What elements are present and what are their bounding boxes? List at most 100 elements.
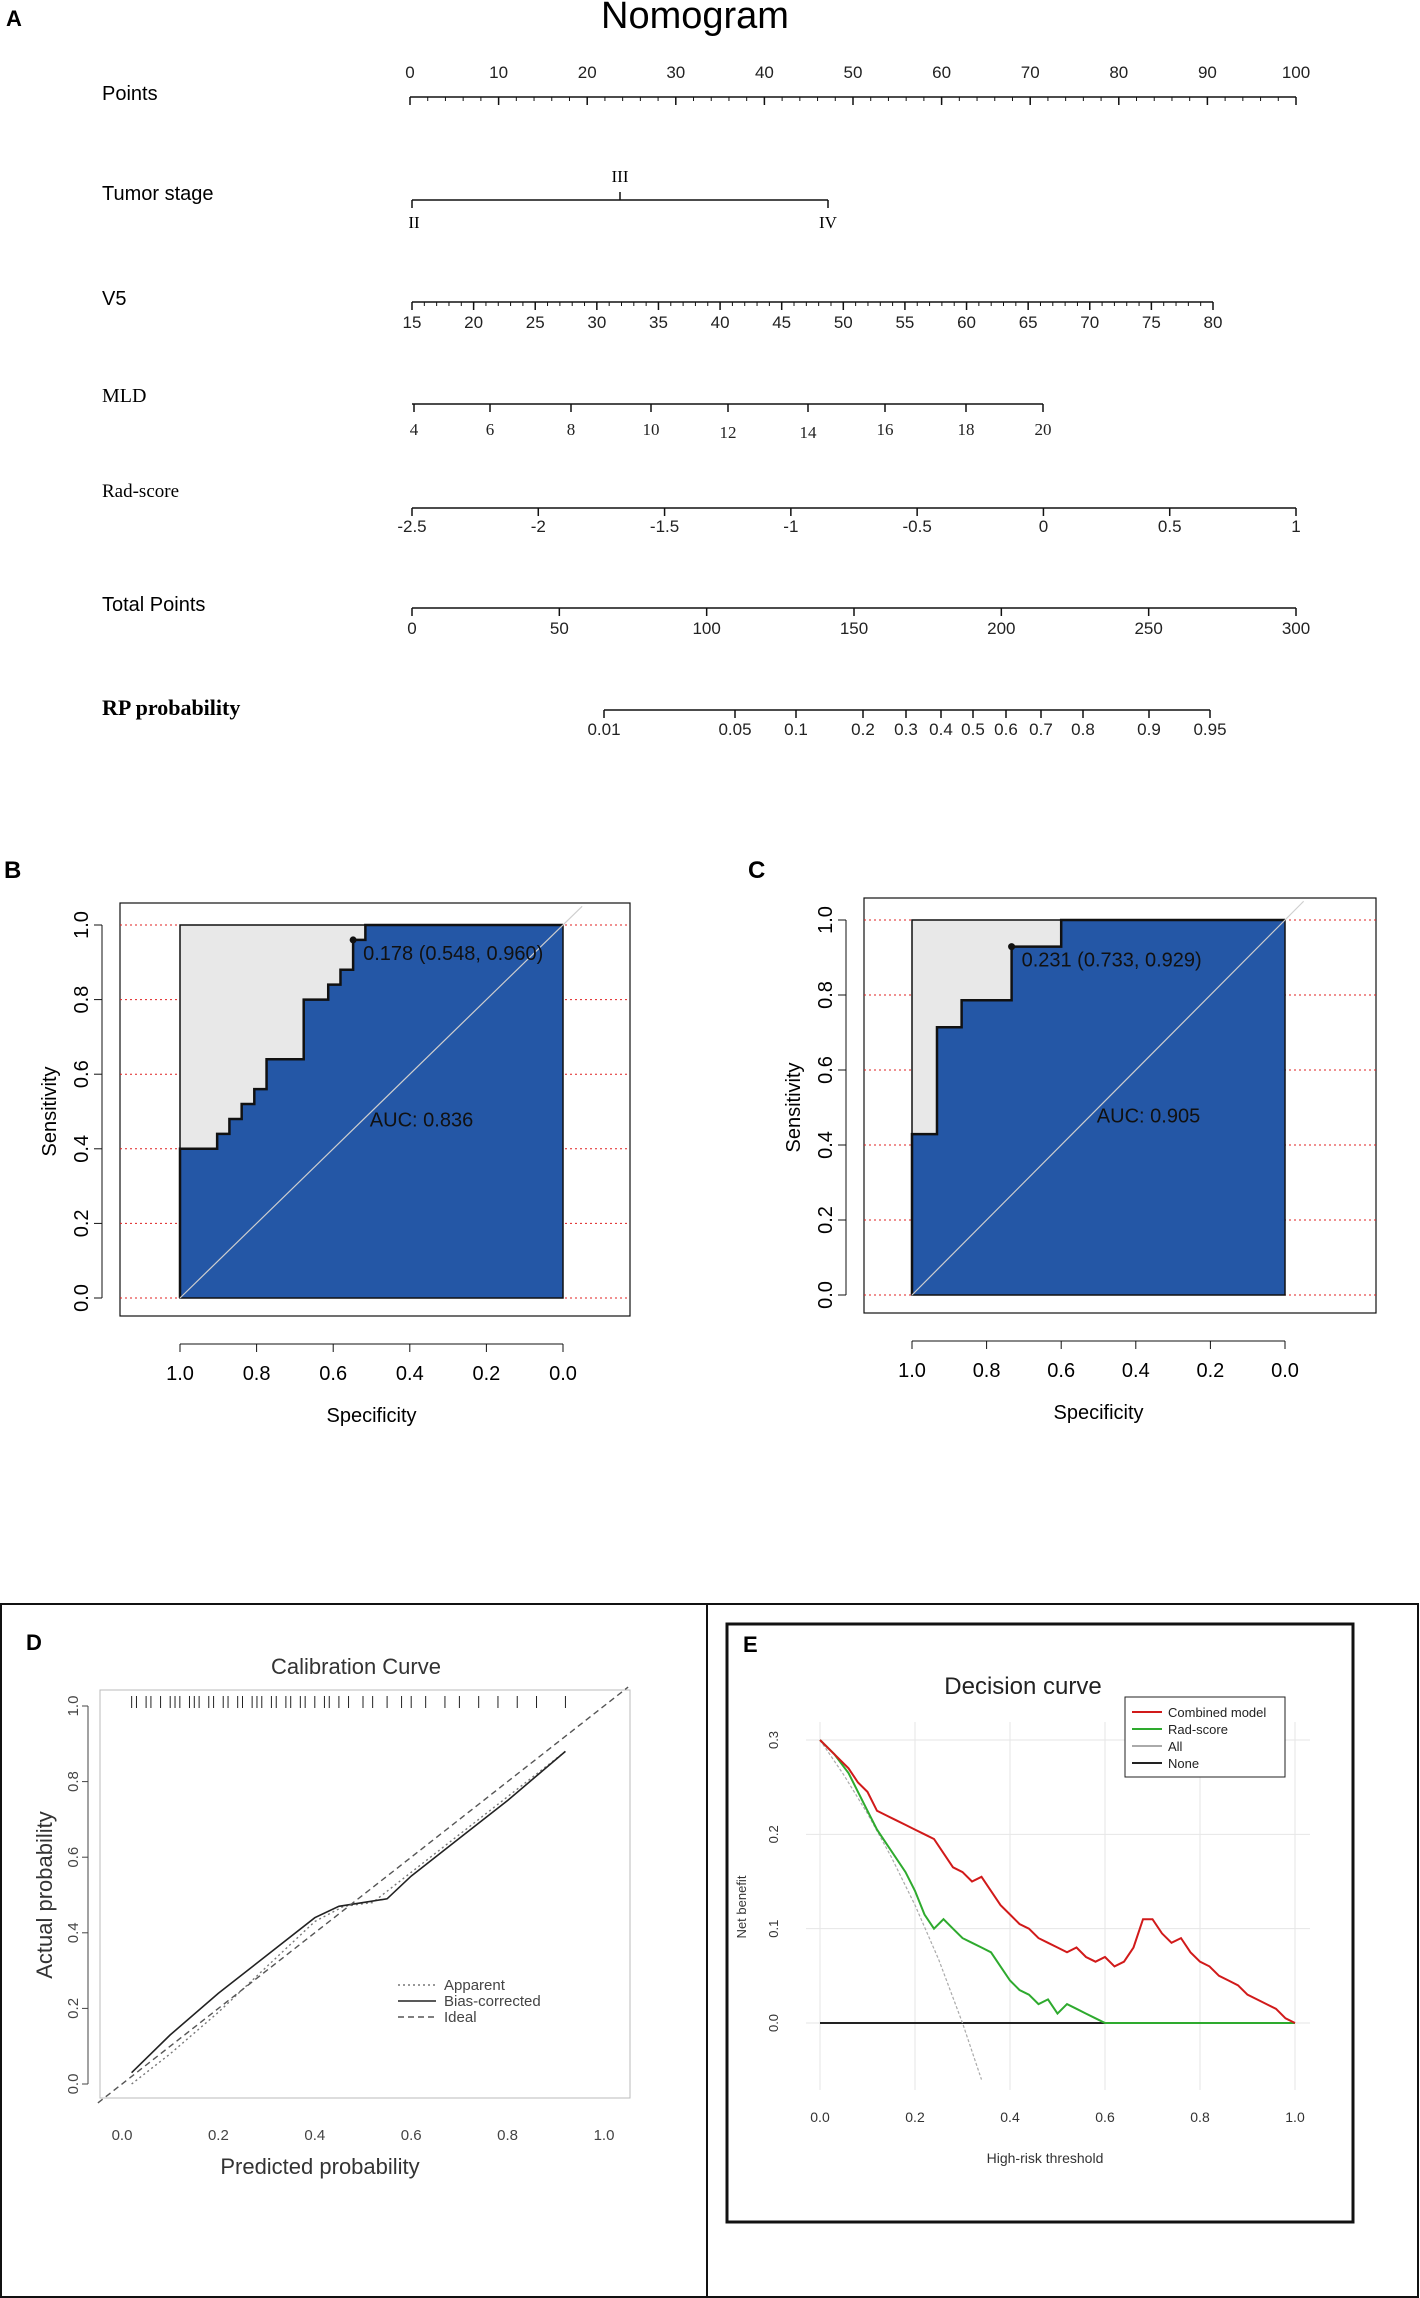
nomogram-tick-label: 65 — [1019, 313, 1038, 332]
calibration-line-ideal — [97, 1686, 629, 2104]
nomogram-tick-label: 0 — [407, 619, 416, 638]
nomogram-tick-label: 0.01 — [587, 720, 620, 739]
decision-line-all — [819, 1739, 983, 2080]
nomogram-tick-label: 45 — [772, 313, 791, 332]
nomogram-tick-label: 0.95 — [1193, 720, 1226, 739]
decision-x-tick-label: 0.6 — [1095, 2109, 1115, 2125]
nomogram-tick-label: 150 — [840, 619, 868, 638]
nomogram-tick-label: -1 — [783, 517, 798, 536]
roc-auc-label: AUC: 0.905 — [1097, 1106, 1200, 1128]
decision-y-tick-label: 0.1 — [766, 1920, 781, 1938]
roc-y-tick-label: 0.8 — [815, 981, 837, 1009]
nomogram-tick-label: -2.5 — [397, 517, 426, 536]
nomogram-tick-label: 0.8 — [1071, 720, 1095, 739]
panel-e-decision: E Decision curve 0.0 0.1 0.2 0.3 Net benefit 0… — [725, 1622, 1355, 2224]
nomogram-tick-label: 0.7 — [1029, 720, 1053, 739]
nomogram-tick-label: 16 — [877, 420, 894, 439]
calibration-y-tick-label: 0.6 — [65, 1847, 82, 1868]
decision-legend-label: None — [1168, 1756, 1199, 1771]
roc-x-tick-label: 0.4 — [1122, 1360, 1150, 1382]
nomogram-tick-label: 90 — [1198, 63, 1217, 82]
nomogram-row-label: MLD — [102, 385, 146, 407]
panel-letter-e: E — [743, 1632, 758, 1657]
roc-x-tick-label: 0.8 — [973, 1360, 1001, 1382]
roc-y-tick-label: 0.4 — [815, 1131, 837, 1159]
nomogram-row-label: RP probability — [102, 695, 240, 720]
panel-letter-c: C — [748, 857, 765, 884]
roc-y-tick-label: 1.0 — [815, 906, 837, 934]
nomogram-tick-label: 60 — [957, 313, 976, 332]
nomogram-row-label: Total Points — [102, 594, 205, 616]
roc-curve — [910, 918, 1285, 1295]
nomogram-tick-label: 20 — [578, 63, 597, 82]
nomogram-tick-label: -0.5 — [902, 517, 931, 536]
nomogram-tick-label: 12 — [720, 423, 737, 442]
nomogram-row-label: Points — [102, 83, 158, 105]
decision-x-tick-label: 0.2 — [905, 2109, 925, 2125]
calibration-x-tick-label: 1.0 — [594, 2127, 615, 2144]
roc-x-tick-label: 0.4 — [396, 1363, 424, 1385]
roc-x-tick-label: 1.0 — [898, 1360, 926, 1382]
nomogram-tick-label: 35 — [649, 313, 668, 332]
nomogram-tick-label: 0.5 — [1158, 517, 1182, 536]
nomogram-tick-label: 40 — [711, 313, 730, 332]
nomogram-tick-label: 300 — [1282, 619, 1310, 638]
nomogram-tick-label: 50 — [550, 619, 569, 638]
decision-chart: Decision curve 0.0 0.1 0.2 0.3 Net benefit 0.0… — [734, 1673, 1310, 2166]
calibration-y-tick-label: 1.0 — [65, 1696, 82, 1717]
nomogram-tick-label: 80 — [1109, 63, 1128, 82]
nomogram-tick-label: 4 — [410, 420, 419, 439]
decision-x-tick-label: 0.4 — [1000, 2109, 1020, 2125]
nomogram-tick-label: 30 — [587, 313, 606, 332]
calibration-y-tick-label: 0.4 — [65, 1922, 82, 1943]
roc-x-tick-label: 0.0 — [549, 1363, 577, 1385]
nomogram-tick-label: 18 — [958, 420, 975, 439]
nomogram-tick-label: 20 — [1035, 420, 1052, 439]
roc-diagonal — [179, 905, 583, 1299]
roc-threshold-point — [1008, 943, 1016, 951]
nomogram-tick-label: 15 — [403, 313, 422, 332]
nomogram-title: Nomogram — [601, 0, 789, 37]
roc-threshold-point — [349, 936, 357, 944]
calibration-y-tick-label: 0.0 — [65, 2074, 82, 2095]
roc-curve — [178, 923, 563, 1298]
nomogram-tick-label: 0 — [405, 63, 414, 82]
nomogram-tick-label: -1.5 — [650, 517, 679, 536]
panel-letter-d: D — [26, 1630, 42, 1655]
nomogram-tick-label: II — [408, 213, 420, 232]
nomogram-tick-label: 0.5 — [961, 720, 985, 739]
decision-x-tick-label: 1.0 — [1285, 2109, 1305, 2125]
roc-y-tick-label: 0.2 — [815, 1206, 837, 1234]
nomogram-tick-label: 10 — [489, 63, 508, 82]
calibration-y-tick-label: 0.8 — [65, 1771, 82, 1792]
decision-legend-label: All — [1168, 1739, 1183, 1754]
panel-c-roc: C 0.0 0.2 0.4 0.6 0.8 1.0 1.0 0.8 0.6 0.4 0.2 0.0 Sp… — [748, 857, 1377, 1424]
decision-line-rad-score — [819, 1739, 1295, 2024]
decision-x-tick-label: 0.8 — [1190, 2109, 1210, 2125]
calibration-legend-label: Bias-corrected — [444, 1993, 541, 2010]
nomogram-tick-label: 70 — [1021, 63, 1040, 82]
nomogram-tick-label: 70 — [1080, 313, 1099, 332]
roc-x-label: Specificity — [326, 1405, 416, 1427]
nomogram-tick-label: IV — [819, 213, 838, 232]
nomogram-tick-label: 0.9 — [1137, 720, 1161, 739]
nomogram-tick-label: 50 — [834, 313, 853, 332]
roc-x-tick-label: 0.6 — [319, 1363, 347, 1385]
decision-x-label: High-risk threshold — [987, 2150, 1104, 2166]
roc-x-tick-label: 0.8 — [243, 1363, 271, 1385]
nomogram-tick-label: III — [612, 167, 629, 186]
nomogram-tick-label: 200 — [987, 619, 1015, 638]
decision-y-tick-label: 0.3 — [766, 1731, 781, 1749]
roc-chart-b: 0.0 0.2 0.4 0.6 0.8 1.0 1.0 0.8 0.6 0.4 0.2 0.0 Spec… — [39, 902, 631, 1427]
decision-y-label: Net benefit — [734, 1875, 749, 1938]
roc-y-tick-label: 0.6 — [815, 1056, 837, 1084]
nomogram-tick-label: 100 — [692, 619, 720, 638]
nomogram-tick-label: 75 — [1142, 313, 1161, 332]
calibration-x-tick-label: 0.6 — [401, 2127, 422, 2144]
nomogram-tick-label: 0.6 — [994, 720, 1018, 739]
nomogram-row-label: Rad-score — [102, 481, 179, 502]
decision-x-tick-label: 0.0 — [810, 2109, 830, 2125]
nomogram-tick-label: 80 — [1204, 313, 1223, 332]
